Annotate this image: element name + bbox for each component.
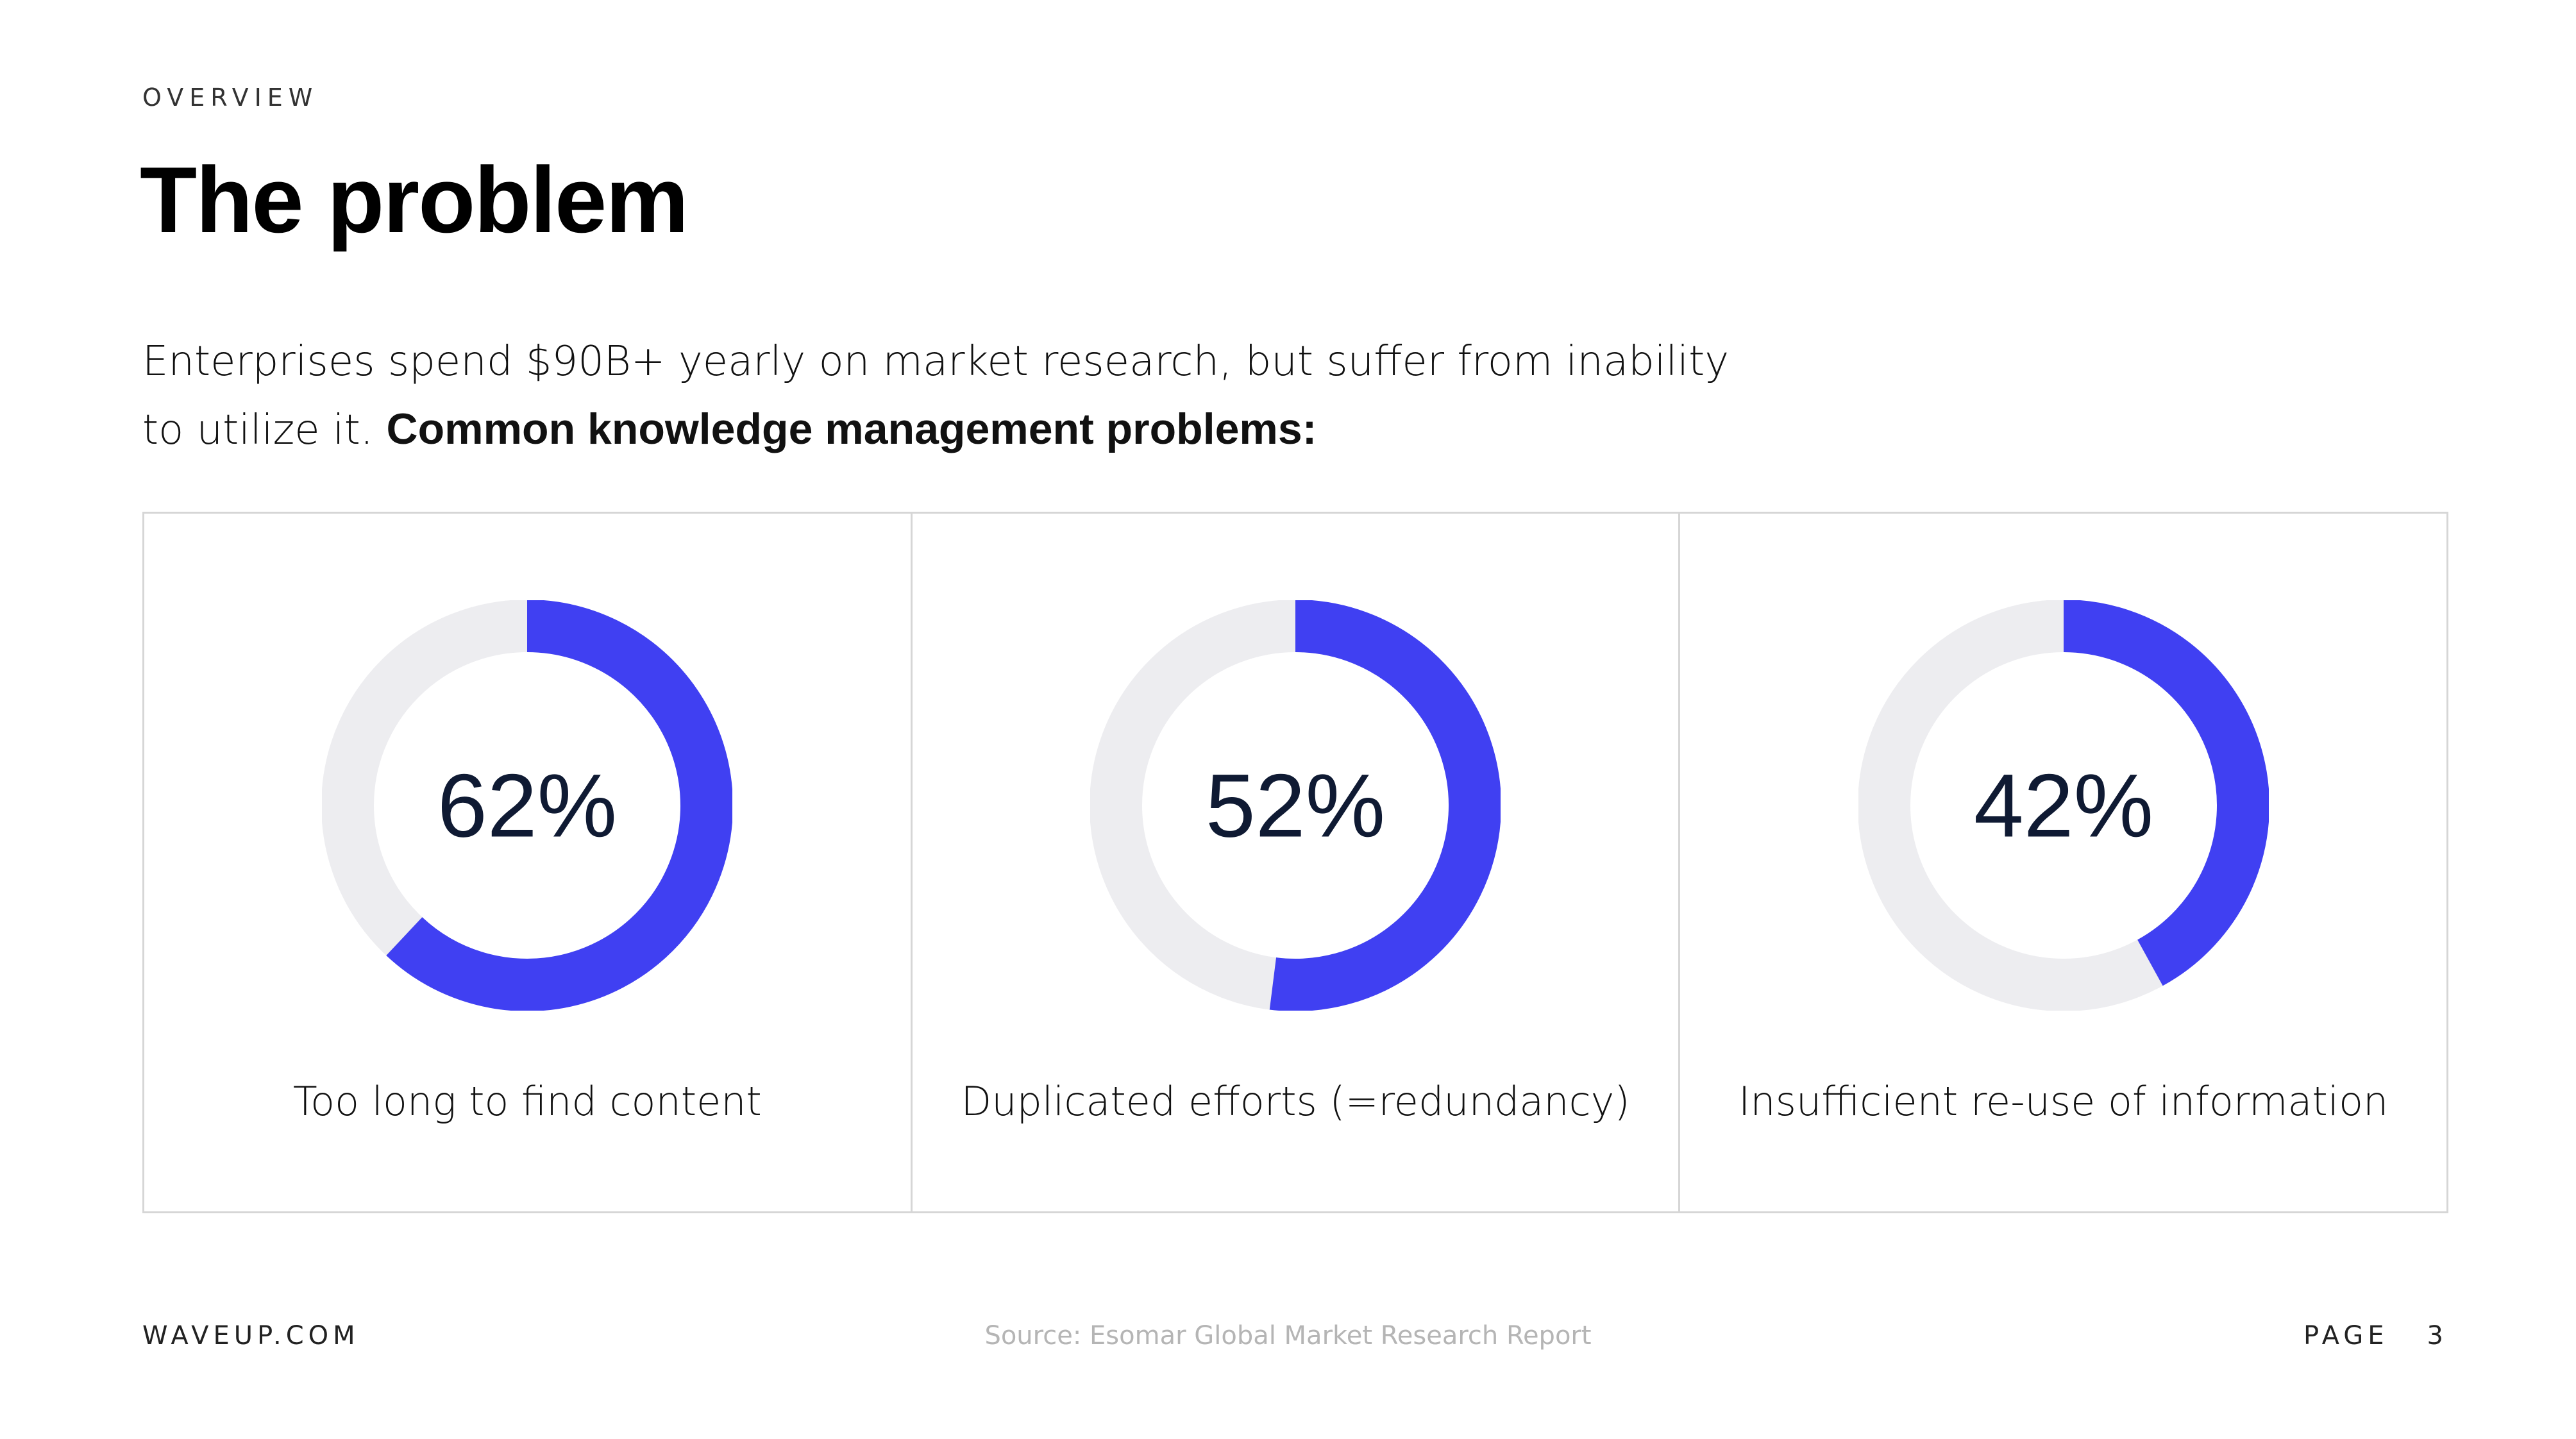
section-eyebrow: OVERVIEW <box>142 83 319 112</box>
stat-card-insufficient-reuse: 42% Insufficient re-use of information <box>1678 514 2446 1211</box>
stat-card-find-content: 62% Too long to find content <box>144 514 911 1211</box>
intro-paragraph: Enterprises spend $90B+ yearly on market… <box>142 328 1810 464</box>
donut-chart: 62% <box>322 600 733 1011</box>
donut-value-label: 42% <box>1974 755 2153 856</box>
donut-value-label: 62% <box>437 755 617 856</box>
donut-chart: 42% <box>1858 600 2269 1011</box>
page-number: 3 <box>2427 1321 2448 1351</box>
donut-value-arc <box>2063 600 2269 986</box>
intro-line-2-prefix: to utilize it. <box>142 407 387 454</box>
footer-site-link[interactable]: WAVEUP.COM <box>142 1321 360 1351</box>
page-label: PAGE <box>2303 1321 2389 1351</box>
intro-line-1: Enterprises spend $90B+ yearly on market… <box>142 338 1730 385</box>
donut-value-arc <box>1269 600 1501 1011</box>
intro-line-2-bold: Common knowledge management problems: <box>386 405 1317 453</box>
donut-chart: 52% <box>1090 600 1501 1011</box>
donut-value-arc <box>386 600 733 1011</box>
footer-source: Source: Esomar Global Market Research Re… <box>984 1321 1592 1351</box>
footer-page-indicator: PAGE 3 <box>2303 1321 2448 1351</box>
page-title: The problem <box>140 147 689 252</box>
stat-card-duplicated-efforts: 52% Duplicated efforts (=redundancy) <box>910 514 1679 1211</box>
stat-caption: Too long to find content <box>292 1078 762 1125</box>
stat-caption: Duplicated efforts (=redundancy) <box>961 1078 1630 1125</box>
stats-panel: 62% Too long to find content 52% Duplica… <box>142 512 2448 1213</box>
stat-caption: Insufficient re-use of information <box>1738 1078 2389 1125</box>
intro-line-2: to utilize it. Common knowledge manageme… <box>142 396 1810 464</box>
donut-value-label: 52% <box>1206 755 1385 856</box>
